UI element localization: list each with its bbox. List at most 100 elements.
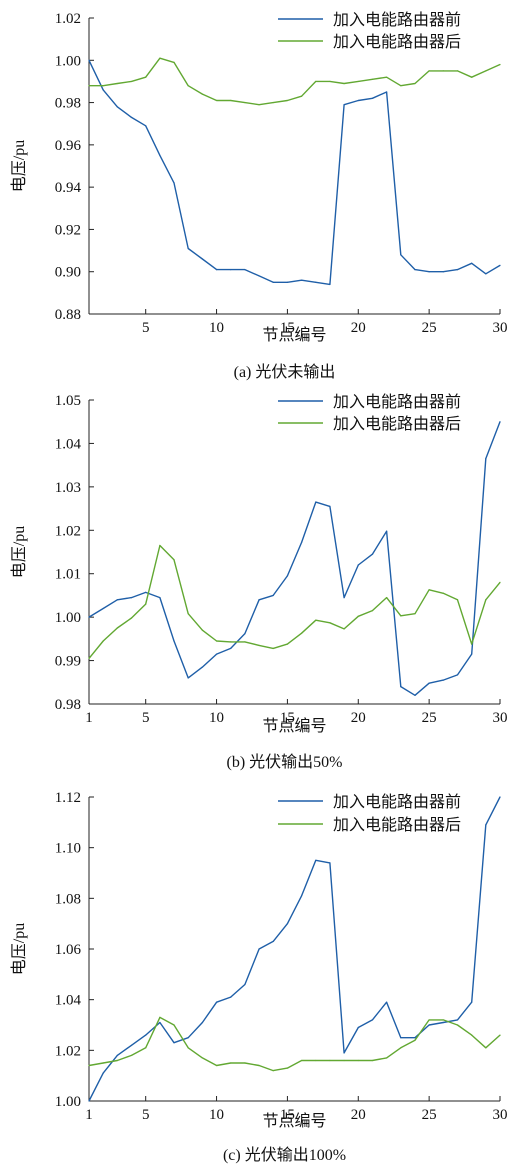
data-point [471, 643, 473, 645]
data-point [286, 281, 289, 283]
data-point [130, 80, 133, 83]
data-point [159, 544, 161, 547]
series-line-after [88, 1016, 501, 1072]
data-point [201, 258, 203, 260]
data-point [343, 104, 345, 106]
data-point [386, 530, 388, 532]
data-point [130, 1044, 133, 1046]
x-tick-label: 30 [493, 710, 508, 726]
data-point [173, 640, 175, 642]
data-point [244, 101, 246, 104]
x-tick-label: 30 [493, 1107, 508, 1123]
data-point [88, 616, 90, 618]
data-point [386, 597, 388, 599]
data-point [485, 70, 487, 72]
data-point [300, 279, 303, 281]
x-tick-label: 15 [280, 710, 295, 726]
data-point [456, 599, 459, 601]
data-point [428, 589, 430, 591]
data-point [102, 1062, 104, 1064]
data-point [499, 796, 501, 798]
legend-label: 加入电能路由器后 [333, 816, 461, 834]
data-point [386, 1057, 388, 1059]
data-point [201, 629, 203, 631]
data-point [286, 575, 289, 577]
data-point [145, 603, 147, 605]
chart-panel-c: 1.001.021.041.061.081.101.121 5 10 15 20 25 30… [10, 790, 508, 1164]
data-point [116, 627, 118, 629]
data-point [485, 824, 487, 826]
data-point [357, 615, 359, 617]
data-point [230, 269, 232, 271]
chart-panel-a: 0.88 0.90 0.92 0.94 0.96 0.98 1.00 1.02 5 10 15 20 2… [10, 11, 508, 381]
data-point [485, 599, 487, 601]
data-point [371, 553, 374, 555]
data-point [414, 1037, 416, 1039]
data-point [187, 1037, 189, 1039]
data-point [456, 70, 459, 72]
data-point [357, 1059, 359, 1062]
data-point [145, 1047, 147, 1049]
data-point [400, 615, 402, 617]
data-point [201, 1057, 203, 1059]
data-point [329, 505, 331, 507]
data-point [442, 70, 444, 72]
data-point [258, 275, 260, 277]
data-point [88, 59, 90, 61]
series-line-after [88, 544, 501, 659]
data-point [456, 1024, 459, 1026]
data-point [371, 78, 374, 80]
y-axis-label: 电压/pu [10, 526, 28, 578]
data-point [315, 501, 317, 503]
data-point [400, 1037, 402, 1039]
x-tick-label: 25 [422, 710, 437, 726]
y-tick-label: 0.94 [55, 180, 82, 196]
data-point [116, 82, 118, 85]
panel-caption: (b) 光伏输出50% [227, 753, 343, 771]
data-point [357, 80, 359, 83]
x-tick-label: 15 [280, 320, 295, 336]
data-point [159, 1016, 161, 1019]
series-line-before [88, 421, 501, 696]
y-tick-label: 1.02 [55, 1043, 81, 1059]
data-point [215, 99, 218, 102]
data-point [456, 674, 459, 676]
data-point [386, 76, 388, 78]
data-point [428, 682, 430, 684]
y-tick-label: 0.92 [55, 222, 81, 238]
data-point [329, 862, 331, 864]
data-point [116, 1054, 118, 1056]
data-point [286, 99, 289, 102]
data-point [173, 559, 175, 561]
data-point [201, 666, 203, 668]
data-point [499, 581, 501, 584]
data-point [371, 1059, 374, 1062]
data-point [428, 70, 430, 72]
chart-panel-b: 0.980.991.001.011.021.031.041.051 5 10 15 20… [10, 393, 508, 771]
data-point [215, 1001, 218, 1003]
data-point [130, 116, 133, 118]
y-tick-label: 0.88 [55, 307, 81, 323]
data-point [343, 597, 345, 599]
data-point [471, 653, 473, 655]
data-point [414, 82, 416, 85]
x-tick-label: 5 [142, 320, 150, 336]
data-point [102, 89, 104, 91]
y-tick-label: 1.08 [55, 891, 81, 907]
data-point [343, 82, 345, 85]
data-point [300, 632, 303, 634]
data-point [173, 182, 175, 184]
data-point [300, 95, 303, 97]
data-point [357, 99, 359, 102]
data-point [116, 599, 118, 601]
data-point [329, 283, 331, 285]
data-point [244, 633, 246, 635]
y-tick-label: 1.00 [55, 53, 81, 69]
data-point [414, 1039, 416, 1041]
data-point [471, 1034, 473, 1036]
y-tick-label: 1.04 [55, 436, 82, 452]
data-point [130, 1054, 133, 1056]
data-point [230, 1062, 232, 1064]
data-point [244, 983, 246, 986]
